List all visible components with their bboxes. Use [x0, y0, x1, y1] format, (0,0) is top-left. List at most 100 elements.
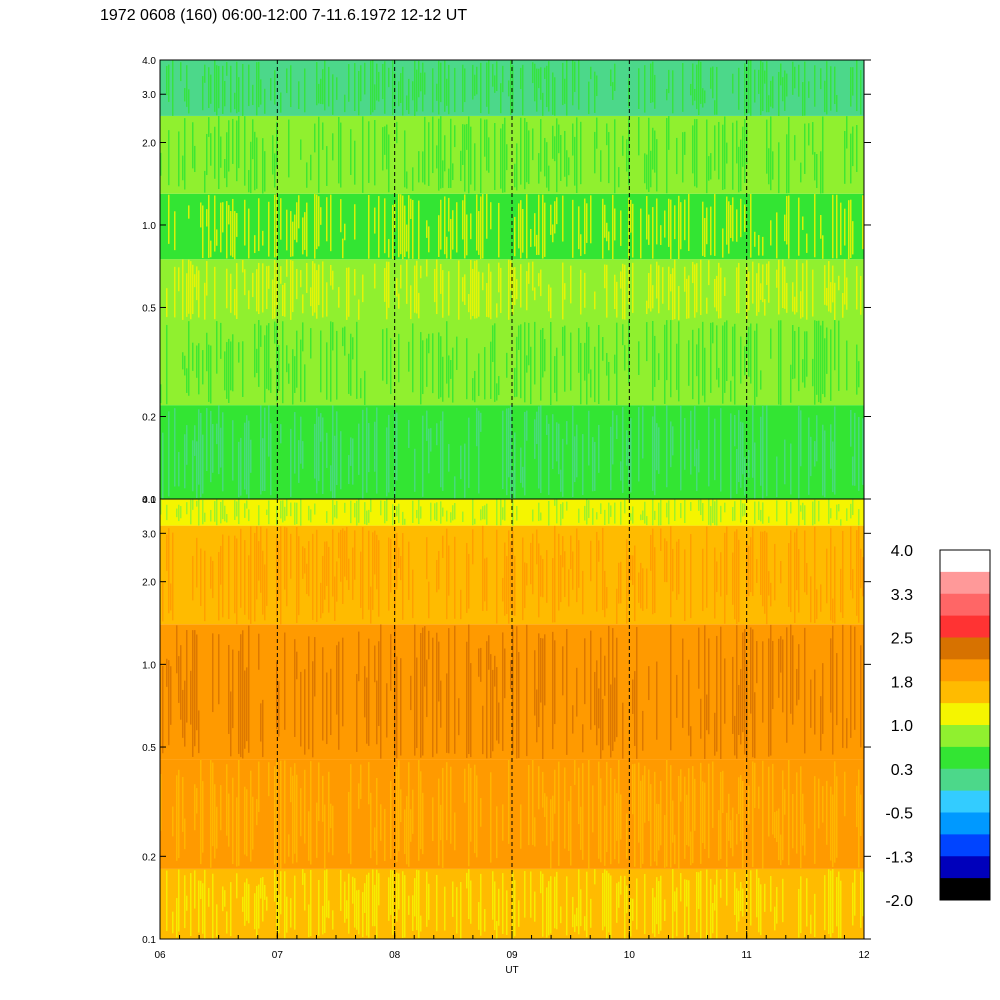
texture-streak	[208, 194, 210, 258]
texture-streak	[534, 321, 536, 385]
texture-streak	[850, 503, 852, 519]
texture-streak	[656, 261, 658, 299]
texture-streak	[418, 151, 420, 183]
texture-streak	[632, 898, 634, 921]
texture-streak	[678, 195, 680, 260]
texture-streak	[774, 812, 776, 838]
texture-streak	[196, 788, 198, 814]
texture-streak	[524, 118, 526, 190]
texture-streak	[554, 77, 556, 116]
texture-streak	[374, 263, 376, 289]
texture-streak	[386, 261, 388, 320]
texture-streak	[740, 336, 742, 384]
y-tick-label: 0.5	[142, 303, 156, 314]
texture-streak	[302, 294, 304, 314]
texture-streak	[496, 921, 498, 939]
texture-streak	[184, 434, 186, 489]
texture-streak	[438, 641, 440, 702]
texture-streak	[628, 320, 630, 384]
texture-streak	[526, 271, 528, 311]
texture-streak	[488, 137, 490, 173]
texture-streak	[254, 235, 256, 254]
texture-streak	[838, 275, 840, 291]
texture-streak	[760, 531, 762, 595]
texture-streak	[786, 73, 788, 97]
texture-streak	[722, 770, 724, 814]
texture-streak	[650, 264, 652, 312]
texture-streak	[762, 760, 764, 869]
texture-streak	[490, 271, 492, 320]
texture-streak	[258, 884, 260, 929]
texture-streak	[256, 799, 258, 826]
texture-streak	[580, 234, 582, 256]
texture-streak	[266, 266, 268, 310]
texture-streak	[450, 360, 452, 379]
colorbar-frame	[939, 549, 991, 901]
texture-streak	[544, 67, 546, 79]
texture-streak	[512, 530, 514, 616]
texture-streak	[732, 507, 734, 522]
texture-streak	[170, 666, 172, 725]
texture-streak	[440, 420, 442, 488]
texture-streak	[616, 637, 618, 738]
texture-streak	[814, 441, 816, 467]
texture-streak	[484, 505, 486, 520]
texture-streak	[862, 195, 864, 250]
texture-streak	[830, 638, 832, 713]
texture-streak	[378, 540, 380, 617]
texture-streak	[850, 67, 852, 107]
texture-streak	[646, 322, 648, 362]
texture-streak	[262, 230, 264, 246]
texture-streak	[344, 326, 346, 356]
texture-streak	[554, 499, 556, 506]
texture-streak	[626, 885, 628, 914]
texture-streak	[736, 625, 738, 759]
texture-streak	[230, 882, 232, 937]
texture-streak	[702, 321, 704, 396]
texture-streak	[734, 715, 736, 756]
texture-streak	[538, 406, 540, 489]
texture-streak	[778, 320, 780, 405]
texture-streak	[612, 194, 614, 260]
texture-streak	[218, 115, 220, 190]
texture-streak	[808, 123, 810, 146]
texture-streak	[520, 117, 522, 185]
texture-streak	[838, 871, 840, 939]
texture-streak	[724, 116, 726, 190]
texture-streak	[530, 228, 532, 247]
texture-streak	[704, 217, 706, 258]
texture-streak	[162, 581, 164, 622]
texture-streak	[466, 214, 468, 256]
texture-streak	[514, 267, 516, 306]
texture-streak	[540, 67, 542, 100]
texture-streak	[698, 627, 700, 689]
texture-streak	[318, 762, 320, 821]
texture-streak	[792, 794, 794, 849]
texture-streak	[670, 526, 672, 618]
texture-streak	[234, 289, 236, 316]
texture-streak	[374, 884, 376, 927]
texture-streak	[384, 808, 386, 861]
texture-streak	[480, 62, 482, 114]
texture-streak	[206, 133, 208, 176]
texture-streak	[708, 638, 710, 735]
texture-streak	[240, 634, 242, 758]
texture-streak	[378, 641, 380, 726]
texture-streak	[376, 869, 378, 939]
texture-streak	[632, 506, 634, 524]
colorbar-swatch	[940, 812, 990, 835]
texture-streak	[248, 290, 250, 310]
texture-streak	[528, 322, 530, 366]
texture-streak	[324, 60, 326, 111]
texture-streak	[694, 264, 696, 318]
texture-streak	[486, 641, 488, 759]
texture-streak	[578, 206, 580, 250]
texture-streak	[484, 119, 486, 157]
texture-streak	[736, 813, 738, 845]
texture-streak	[188, 321, 190, 396]
texture-streak	[858, 769, 860, 868]
texture-streak	[524, 562, 526, 609]
texture-streak	[818, 320, 820, 403]
texture-streak	[712, 903, 714, 934]
texture-streak	[444, 886, 446, 931]
